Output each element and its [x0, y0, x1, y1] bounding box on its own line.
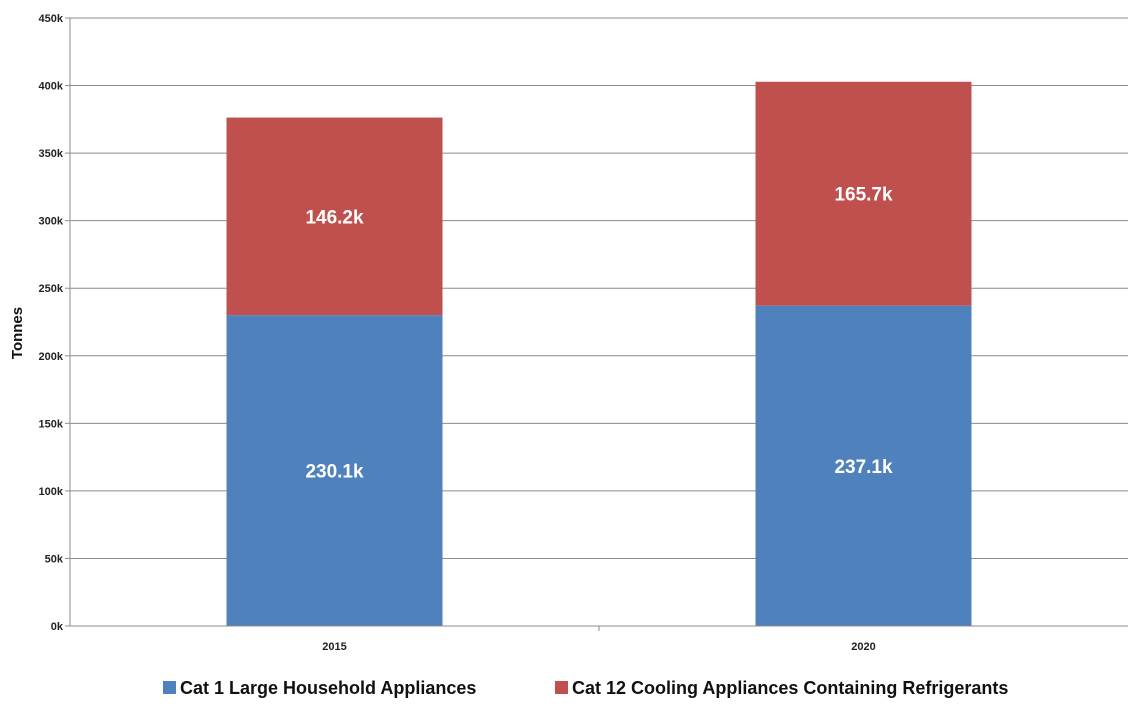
data-label: 230.1k — [305, 462, 364, 483]
bars: 230.1k 146.2k 237.1k 165.7k — [226, 81, 972, 626]
bar-cat12-2015 — [226, 117, 443, 316]
y-tick-label: 150k — [39, 418, 64, 430]
legend-label: Cat 12 Cooling Appliances Containing Ref… — [572, 678, 1008, 698]
legend-swatch — [555, 681, 568, 694]
bar-cat12-2020 — [755, 81, 972, 306]
x-tick-label: 2015 — [322, 641, 346, 653]
x-tick-label: 2020 — [851, 641, 875, 653]
data-label: 237.1k — [834, 457, 893, 478]
data-label: 146.2k — [305, 207, 364, 228]
legend-label: Cat 1 Large Household Appliances — [180, 678, 476, 698]
y-tick-label: 50k — [45, 553, 64, 565]
y-axis: 0k 50k 100k 150k 200k 250k 300k 350k 400k 450k — [39, 13, 71, 633]
y-axis-label: Tonnes — [9, 307, 26, 359]
y-tick-label: 400k — [39, 81, 64, 93]
y-tick-label: 250k — [39, 283, 64, 295]
y-tick-label: 450k — [39, 13, 64, 25]
bar-cat1-2015 — [226, 315, 443, 626]
y-tick-label: 100k — [39, 486, 64, 498]
y-tick-label: 200k — [39, 351, 64, 363]
legend-swatch — [163, 681, 176, 694]
y-tick-label: 300k — [39, 216, 64, 228]
bar-cat1-2020 — [755, 305, 972, 626]
data-label: 165.7k — [834, 185, 893, 206]
y-tick-label: 0k — [51, 621, 64, 633]
y-tick-label: 350k — [39, 148, 64, 160]
x-axis: 2015 2020 — [70, 625, 1128, 653]
legend: Cat 1 Large Household Appliances Cat 12 C… — [163, 678, 1008, 698]
